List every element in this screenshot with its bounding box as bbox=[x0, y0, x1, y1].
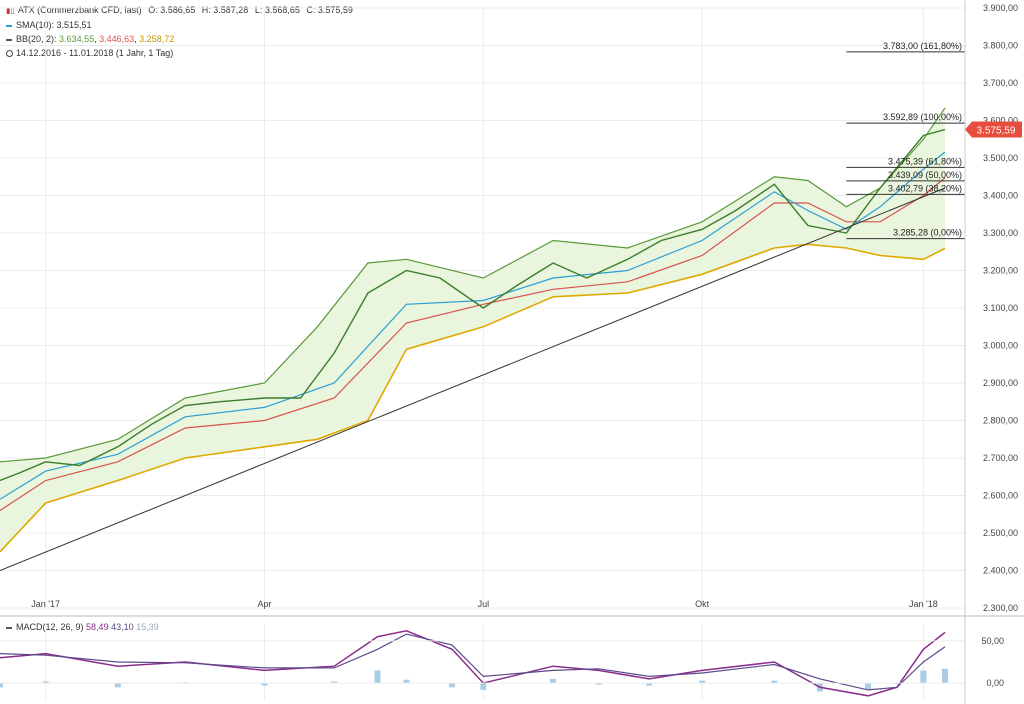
y-tick-label: 2.300,00 bbox=[983, 603, 1018, 613]
trendline bbox=[0, 187, 946, 571]
y-tick-label: 2.500,00 bbox=[983, 528, 1018, 538]
chart-legend: ▮▯ ATX (Commerzbank CFD, last) O: 3.586,6… bbox=[6, 3, 353, 60]
y-tick-label: 2.400,00 bbox=[983, 566, 1018, 576]
y-tick-label: 3.500,00 bbox=[983, 153, 1018, 163]
macd-histogram-bar bbox=[942, 668, 948, 684]
y-tick-label: 3.100,00 bbox=[983, 303, 1018, 313]
y-tick-label: 3.700,00 bbox=[983, 78, 1018, 88]
macd-axis: 50,00 0,00 bbox=[0, 636, 1004, 688]
histogram-value: 15,39 bbox=[136, 622, 159, 632]
macd-histogram-bar bbox=[699, 680, 706, 684]
macd-value: 58,49 bbox=[86, 622, 109, 632]
bb-mid-value: 3.446,63 bbox=[99, 34, 135, 44]
instrument-name: ATX (Commerzbank CFD, last) bbox=[17, 5, 142, 15]
macd-histogram-bar bbox=[42, 681, 49, 684]
fibonacci-levels: 3.783,00 (161,80%) 3.592,89 (100,00%) 3.47… bbox=[846, 41, 965, 240]
bollinger-upper-line bbox=[0, 107, 946, 463]
legend-instrument-row: ▮▯ ATX (Commerzbank CFD, last) O: 3.586,6… bbox=[6, 3, 353, 18]
legend-bb-row: BB(20, 2): 3.634,55, 3.446,63, 3.258,72 bbox=[6, 32, 353, 46]
bb-swatch bbox=[6, 38, 12, 41]
legend-sma-row: SMA(10): 3.515,51 bbox=[6, 18, 353, 32]
y-tick-label: 2.800,00 bbox=[983, 416, 1018, 426]
y-tick-label: 2.900,00 bbox=[983, 378, 1018, 388]
bb-lower-value: 3.258,72 bbox=[139, 34, 175, 44]
fib-label: 3.475,39 (61,80%) bbox=[888, 156, 962, 166]
price-line bbox=[0, 128, 946, 482]
clock-icon bbox=[6, 50, 13, 58]
y-tick-label: 3.200,00 bbox=[983, 266, 1018, 276]
macd-histogram-bar bbox=[865, 683, 872, 690]
sma-line bbox=[0, 151, 946, 500]
grid bbox=[0, 7, 965, 700]
time-axis: Jan '17 Apr Jul Okt Jan '18 bbox=[31, 599, 937, 609]
low-value: L: 3.568,65 bbox=[254, 5, 300, 15]
last-price-badge: 3.575,59 bbox=[965, 121, 1022, 138]
macd-signal-line bbox=[0, 633, 946, 691]
sma-swatch bbox=[6, 24, 12, 27]
x-tick-label: Okt bbox=[695, 599, 710, 609]
period-text: 14.12.2016 - 11.01.2018 (1 Jahr, 1 Tag) bbox=[16, 48, 174, 58]
macd-histogram-bar bbox=[114, 683, 121, 688]
macd-histogram-bar bbox=[449, 683, 456, 688]
price-axis: 3.900,00 3.800,00 3.700,00 3.600,00 3.500,00… bbox=[983, 3, 1018, 613]
legend-period-row: 14.12.2016 - 11.01.2018 (1 Jahr, 1 Tag) bbox=[6, 46, 353, 60]
fib-label: 3.439,09 (50,00%) bbox=[888, 170, 962, 180]
y-tick-label: 3.600,00 bbox=[983, 116, 1018, 126]
y-tick-label: 3.300,00 bbox=[983, 228, 1018, 238]
macd-swatch bbox=[6, 626, 12, 629]
fib-label: 3.592,89 (100,00%) bbox=[883, 112, 962, 122]
y-tick-label: 2.600,00 bbox=[983, 491, 1018, 501]
macd-histogram-bar bbox=[480, 683, 487, 690]
bb-upper-value: 3.634,55 bbox=[59, 34, 95, 44]
macd-histogram-bar bbox=[646, 683, 653, 686]
chart-icon: ▮▯ bbox=[6, 6, 15, 15]
macd-histogram-bar bbox=[771, 680, 778, 684]
macd-histogram-bar bbox=[920, 670, 927, 684]
macd-tick-label: 0,00 bbox=[986, 678, 1004, 688]
macd-histogram-bar bbox=[403, 679, 410, 684]
fib-label: 3.285,28 (0,00%) bbox=[893, 228, 962, 238]
macd-histogram-bar bbox=[374, 670, 381, 684]
sma-label: SMA(10) bbox=[16, 20, 52, 30]
bb-label: BB(20, 2) bbox=[16, 34, 55, 44]
y-tick-label: 3.900,00 bbox=[983, 3, 1018, 13]
macd-histogram-bar bbox=[550, 678, 557, 684]
macd-histogram-bar bbox=[0, 683, 3, 688]
last-price-badge-text: 3.575,59 bbox=[977, 126, 1016, 137]
last-price-badge-shape bbox=[965, 121, 1022, 138]
bollinger-lower-line bbox=[0, 243, 946, 553]
y-tick-label: 2.700,00 bbox=[983, 453, 1018, 463]
macd-histogram-bar bbox=[595, 683, 602, 685]
x-tick-label: Apr bbox=[257, 599, 271, 609]
x-tick-label: Jul bbox=[478, 599, 490, 609]
y-tick-label: 3.800,00 bbox=[983, 41, 1018, 51]
macd-legend: MACD(12, 26, 9) 58,49 43,10 15,39 bbox=[6, 622, 159, 632]
signal-value: 43,10 bbox=[111, 622, 134, 632]
y-tick-label: 3.000,00 bbox=[983, 341, 1018, 351]
macd-tick-label: 50,00 bbox=[981, 636, 1004, 646]
sma-value: 3.515,51 bbox=[56, 20, 92, 30]
fib-label: 3.402,79 (38,20%) bbox=[888, 183, 962, 193]
high-value: H: 3.587,28 bbox=[201, 5, 249, 15]
y-tick-label: 3.400,00 bbox=[983, 191, 1018, 201]
fib-label: 3.783,00 (161,80%) bbox=[883, 41, 962, 51]
x-tick-label: Jan '17 bbox=[31, 599, 60, 609]
close-value: C: 3.575,59 bbox=[306, 5, 353, 15]
macd-label: MACD(12, 26, 9) bbox=[16, 622, 84, 632]
x-tick-label: Jan '18 bbox=[909, 599, 938, 609]
macd-histogram-bar bbox=[261, 683, 268, 686]
macd-histogram-bar bbox=[331, 681, 338, 684]
open-value: O: 3.586,65 bbox=[148, 5, 196, 15]
